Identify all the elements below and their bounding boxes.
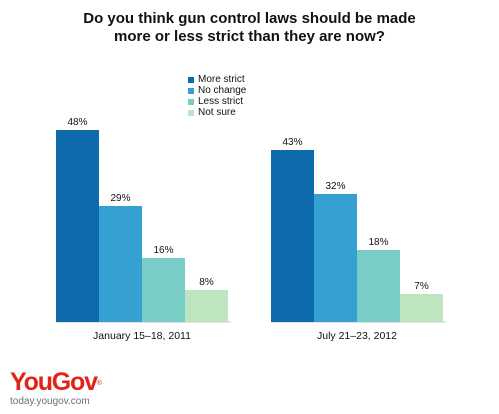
- legend-swatch-not-sure: [188, 109, 194, 116]
- legend-item-more-strict: More strict: [188, 74, 246, 85]
- bar-not-sure-group-2: [400, 294, 443, 322]
- bar-less-strict-group-1: [142, 258, 185, 322]
- bar-more-strict-group-1: [56, 130, 99, 322]
- bar-no-change-group-1: [99, 206, 142, 322]
- data-label-less-strict-group-1: 16%: [153, 245, 173, 256]
- legend-label-more-strict: More strict: [198, 74, 245, 85]
- legend-item-not-sure: Not sure: [188, 107, 246, 118]
- bar-not-sure-group-1: [185, 290, 228, 322]
- chart-legend: More strict No change Less strict Not su…: [188, 74, 246, 118]
- registered-mark: ®: [96, 380, 102, 387]
- chart-title-line-2: more or less strict than they are now?: [114, 28, 385, 45]
- legend-item-no-change: No change: [188, 85, 246, 96]
- legend-label-less-strict: Less strict: [198, 96, 244, 107]
- yougov-branding: YouGov® today.yougov.com: [10, 370, 102, 408]
- bar-no-change-group-2: [314, 194, 357, 322]
- legend-item-less-strict: Less strict: [188, 96, 246, 107]
- data-label-less-strict-group-2: 18%: [368, 237, 388, 248]
- yougov-logo: YouGov®: [10, 370, 102, 395]
- legend-swatch-less-strict: [188, 98, 194, 105]
- yougov-site-link[interactable]: today.yougov.com: [10, 396, 90, 407]
- chart-title-line-1: Do you think gun control laws should be …: [83, 10, 416, 27]
- yougov-logo-text: YouGov: [10, 368, 98, 396]
- category-label-2: July 21–23, 2012: [317, 330, 397, 342]
- bar-more-strict-group-2: [271, 150, 314, 322]
- data-label-not-sure-group-2: 7%: [414, 281, 429, 292]
- legend-swatch-no-change: [188, 87, 194, 94]
- data-label-more-strict-group-2: 43%: [282, 137, 302, 148]
- category-label-1: January 15–18, 2011: [93, 330, 191, 342]
- data-label-more-strict-group-1: 48%: [67, 117, 87, 128]
- chart-title: Do you think gun control laws should be …: [0, 10, 499, 46]
- legend-swatch-more-strict: [188, 76, 194, 83]
- legend-label-no-change: No change: [198, 85, 247, 96]
- data-label-not-sure-group-1: 8%: [199, 277, 214, 288]
- data-label-no-change-group-2: 32%: [325, 181, 345, 192]
- legend-label-not-sure: Not sure: [198, 107, 236, 118]
- data-label-no-change-group-1: 29%: [110, 193, 130, 204]
- bar-less-strict-group-2: [357, 250, 400, 322]
